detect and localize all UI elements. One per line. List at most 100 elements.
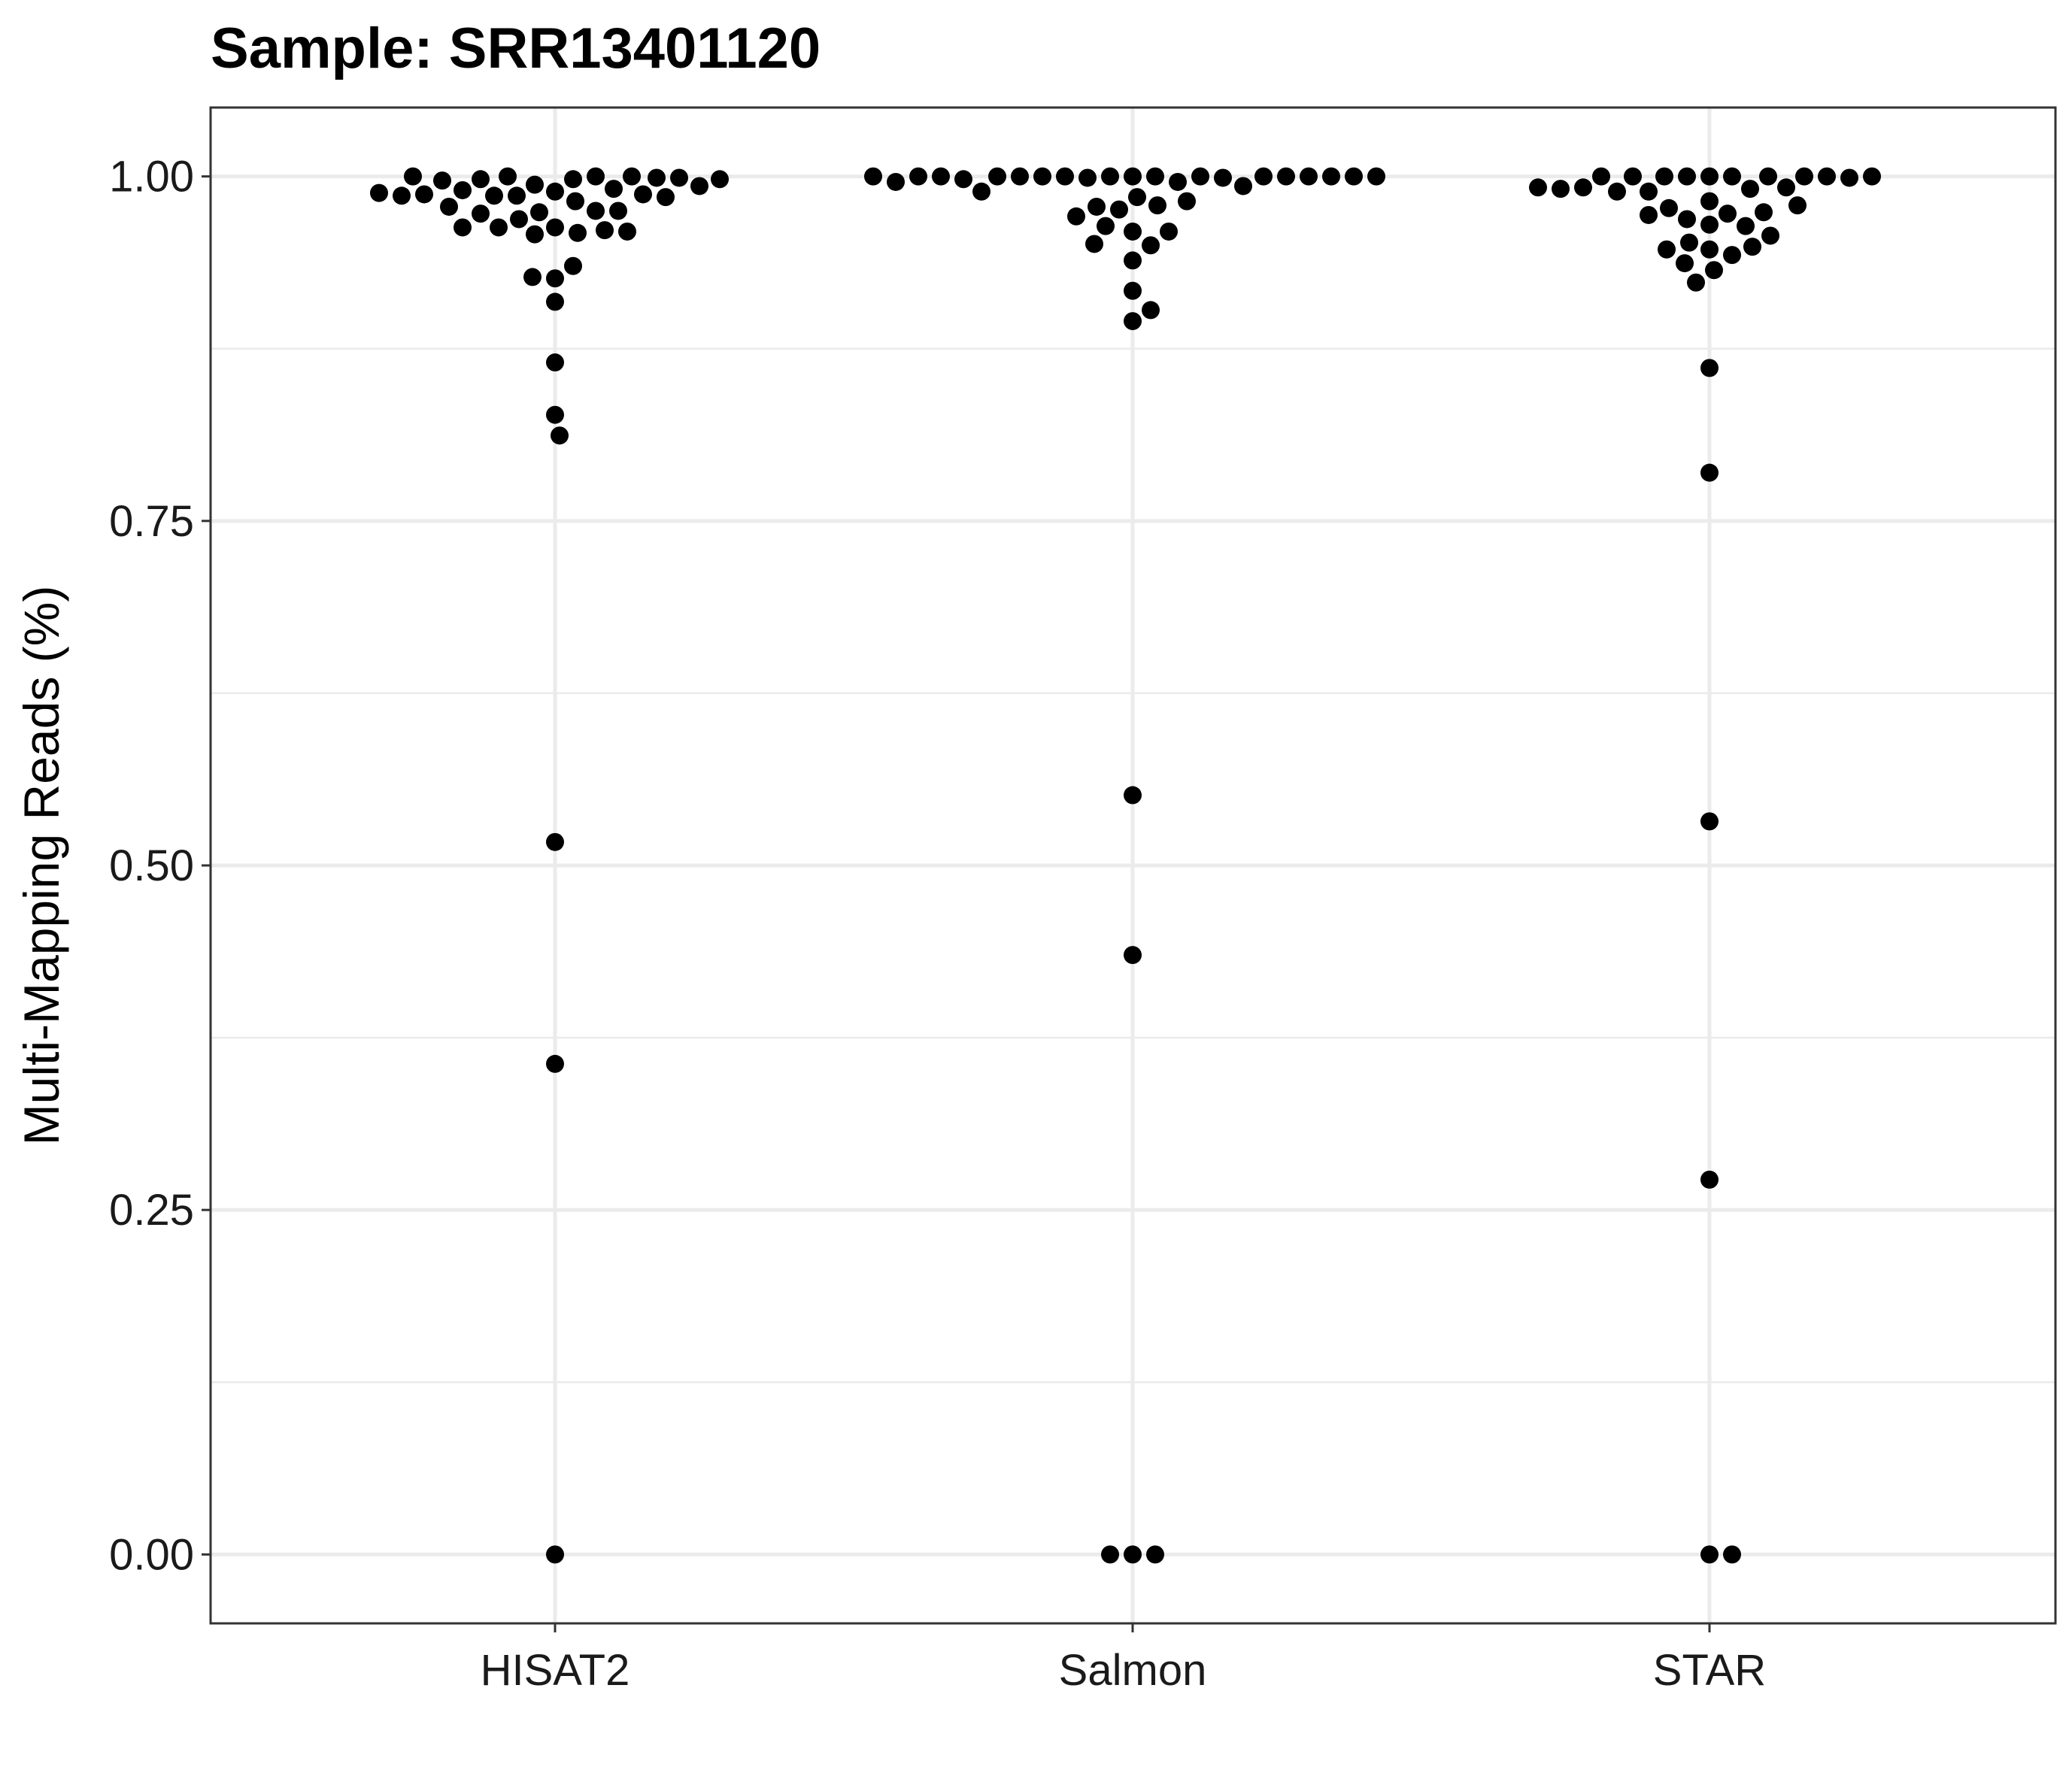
data-point: [546, 292, 564, 311]
data-point: [1110, 200, 1128, 219]
y-tick-label: 0.25: [109, 1186, 194, 1235]
data-point: [1146, 167, 1164, 186]
data-point: [711, 170, 729, 189]
data-point: [1660, 199, 1678, 217]
data-point: [1322, 167, 1340, 186]
data-point: [1254, 167, 1273, 186]
data-point: [657, 188, 675, 207]
chart-title: Sample: SRR13401120: [211, 17, 821, 80]
data-point: [440, 197, 458, 216]
data-point: [1678, 167, 1696, 186]
y-tick-label: 0.00: [109, 1530, 194, 1579]
data-point: [1101, 167, 1119, 186]
x-tick-label: STAR: [1653, 1646, 1766, 1695]
data-point: [1067, 207, 1085, 226]
data-point: [1124, 222, 1142, 241]
data-point: [909, 167, 927, 186]
data-point: [546, 218, 564, 237]
x-tick-label: HISAT2: [481, 1646, 630, 1695]
data-point: [370, 183, 388, 202]
data-point: [1700, 1170, 1719, 1189]
data-point: [1608, 182, 1626, 201]
data-point: [1700, 215, 1719, 234]
data-point: [546, 182, 564, 201]
data-point: [1178, 192, 1196, 211]
data-point: [1124, 786, 1142, 805]
grid: [211, 108, 2055, 1623]
data-point: [530, 203, 548, 222]
data-point: [569, 223, 587, 242]
data-point: [596, 221, 614, 240]
data-point: [1146, 1545, 1164, 1564]
data-point: [1124, 1545, 1142, 1564]
data-point: [1719, 205, 1737, 223]
data-point: [1700, 812, 1719, 831]
data-point: [1723, 1545, 1741, 1564]
data-point: [1687, 273, 1705, 292]
data-point: [499, 167, 517, 186]
data-point: [1124, 167, 1142, 186]
data-point: [1680, 233, 1698, 252]
data-point: [546, 405, 564, 424]
data-point: [988, 167, 1006, 186]
data-point: [1124, 946, 1142, 965]
data-point: [1840, 168, 1858, 187]
data-point: [1124, 251, 1142, 270]
data-point: [1658, 240, 1676, 259]
data-point: [932, 167, 950, 186]
data-point: [1624, 167, 1642, 186]
data-point: [1592, 167, 1610, 186]
data-point: [1142, 301, 1160, 320]
data-point: [1640, 182, 1658, 201]
data-point: [1705, 261, 1723, 280]
data-point: [1300, 167, 1318, 186]
data-point: [1529, 178, 1547, 197]
data-point: [1574, 178, 1592, 197]
data-point: [1640, 205, 1658, 224]
data-point: [1345, 167, 1363, 186]
data-point: [1033, 167, 1051, 186]
data-point: [433, 171, 451, 190]
data-point: [564, 256, 582, 275]
data-point: [1148, 196, 1166, 215]
data-point: [587, 202, 605, 220]
data-point: [490, 218, 508, 237]
data-point: [523, 268, 542, 286]
data-points: [370, 167, 1881, 1564]
data-point: [1723, 246, 1741, 265]
data-point: [546, 832, 564, 851]
data-point: [1160, 222, 1178, 241]
data-point: [564, 170, 582, 189]
data-point: [1191, 167, 1209, 186]
data-point: [1101, 1545, 1119, 1564]
data-point: [526, 225, 544, 244]
data-point: [526, 175, 544, 194]
data-point: [1723, 167, 1741, 186]
data-point: [1088, 197, 1106, 216]
data-point: [1700, 167, 1719, 186]
data-point: [1700, 463, 1719, 482]
data-point: [609, 202, 627, 220]
data-point: [1755, 203, 1773, 222]
data-point: [1214, 168, 1232, 187]
data-point: [587, 167, 605, 186]
data-point: [546, 353, 564, 372]
data-point: [508, 186, 526, 205]
data-point: [1142, 236, 1160, 255]
data-point: [1124, 312, 1142, 331]
data-point: [1097, 217, 1115, 235]
data-point: [972, 182, 990, 201]
data-point: [1277, 167, 1295, 186]
data-point: [485, 186, 503, 205]
data-point: [1759, 167, 1777, 186]
data-point: [1863, 167, 1881, 186]
data-point: [670, 168, 688, 187]
data-point: [566, 192, 584, 211]
data-point: [510, 210, 528, 229]
data-point: [1795, 167, 1813, 186]
data-point: [648, 168, 666, 187]
data-point: [1234, 177, 1252, 195]
data-point: [1655, 167, 1673, 186]
axes: 0.00 0.25 0.50 0.75 1.00 HISAT2 Salmon STAR: [109, 153, 1766, 1695]
